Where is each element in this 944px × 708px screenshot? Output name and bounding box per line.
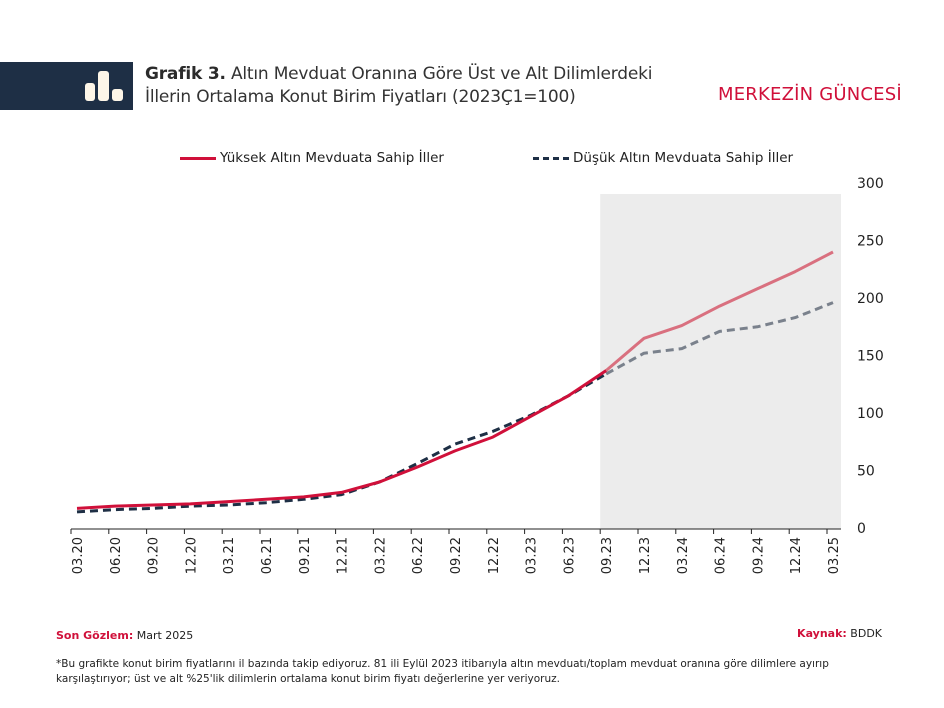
y-tick-label: 250 xyxy=(857,234,884,250)
series-high-line-shaded xyxy=(605,250,834,372)
x-tick-label: 03.25 xyxy=(827,537,842,574)
x-tick-label: 06.22 xyxy=(411,537,426,574)
x-tick-label: 12.24 xyxy=(789,537,804,574)
source-value: BDDK xyxy=(850,627,882,640)
chart-title: Grafik 3. Altın Mevduat Oranına Göre Üst… xyxy=(145,63,652,109)
x-tick-label: 03.20 xyxy=(71,537,86,574)
brand-logo: MERKEZİN GÜNCESİ xyxy=(718,84,902,105)
legend-swatch-solid xyxy=(180,156,216,160)
source: Kaynak: BDDK xyxy=(797,627,882,640)
last-obs-value: Mart 2025 xyxy=(136,629,194,642)
series-high-line xyxy=(76,369,608,510)
source-label: Kaynak: xyxy=(797,627,847,640)
x-tick-label: 12.22 xyxy=(487,537,502,574)
last-obs-label: Son Gözlem: xyxy=(56,629,134,642)
x-tick-label: 03.23 xyxy=(525,537,540,574)
x-tick-label: 12.20 xyxy=(184,537,199,574)
last-observation: Son Gözlem: Mart 2025 xyxy=(56,629,193,642)
legend-label-high: Yüksek Altın Mevduata Sahip İller xyxy=(220,150,444,166)
x-tick-label: 12.23 xyxy=(638,537,653,574)
y-tick-label: 0 xyxy=(857,521,866,537)
x-tick-label: 09.23 xyxy=(600,537,615,574)
x-tick-label: 09.22 xyxy=(449,537,464,574)
shaded-region xyxy=(600,194,841,529)
y-tick-label: 300 xyxy=(857,176,884,192)
x-tick-label: 12.21 xyxy=(336,537,351,574)
y-tick-label: 50 xyxy=(857,464,875,480)
x-tick-label: 06.23 xyxy=(562,537,577,574)
x-tick-label: 09.21 xyxy=(298,537,313,574)
x-tick-label: 06.20 xyxy=(109,537,124,574)
x-tick-label: 09.20 xyxy=(147,537,162,574)
legend-swatch-dashed xyxy=(533,156,569,160)
series-low-line xyxy=(76,372,607,514)
legend-item-low: Düşük Altın Mevduata Sahip İller xyxy=(533,150,793,166)
y-tick-label: 150 xyxy=(857,349,884,365)
x-tick-label: 06.21 xyxy=(260,537,275,574)
title-bold: Grafik 3. xyxy=(145,64,226,84)
x-tick-label: 06.24 xyxy=(714,537,729,574)
y-tick-label: 100 xyxy=(857,406,884,422)
footnote: *Bu grafikte konut birim fiyatlarını il … xyxy=(56,658,829,685)
x-tick-label: 09.24 xyxy=(751,537,766,574)
legend-item-high: Yüksek Altın Mevduata Sahip İller xyxy=(180,150,444,166)
title-line1: Altın Mevduat Oranına Göre Üst ve Alt Di… xyxy=(230,64,653,84)
x-tick-label: 03.21 xyxy=(222,537,237,574)
header-bar xyxy=(0,62,133,110)
title-line2: İllerin Ortalama Konut Birim Fiyatları (… xyxy=(145,87,576,107)
legend-label-low: Düşük Altın Mevduata Sahip İller xyxy=(573,150,794,166)
bar-chart-icon xyxy=(85,71,123,101)
series-low-line-shaded xyxy=(605,301,834,376)
y-tick-label: 200 xyxy=(857,291,884,307)
x-tick-label: 03.22 xyxy=(373,537,388,574)
x-tick-label: 03.24 xyxy=(676,537,691,574)
